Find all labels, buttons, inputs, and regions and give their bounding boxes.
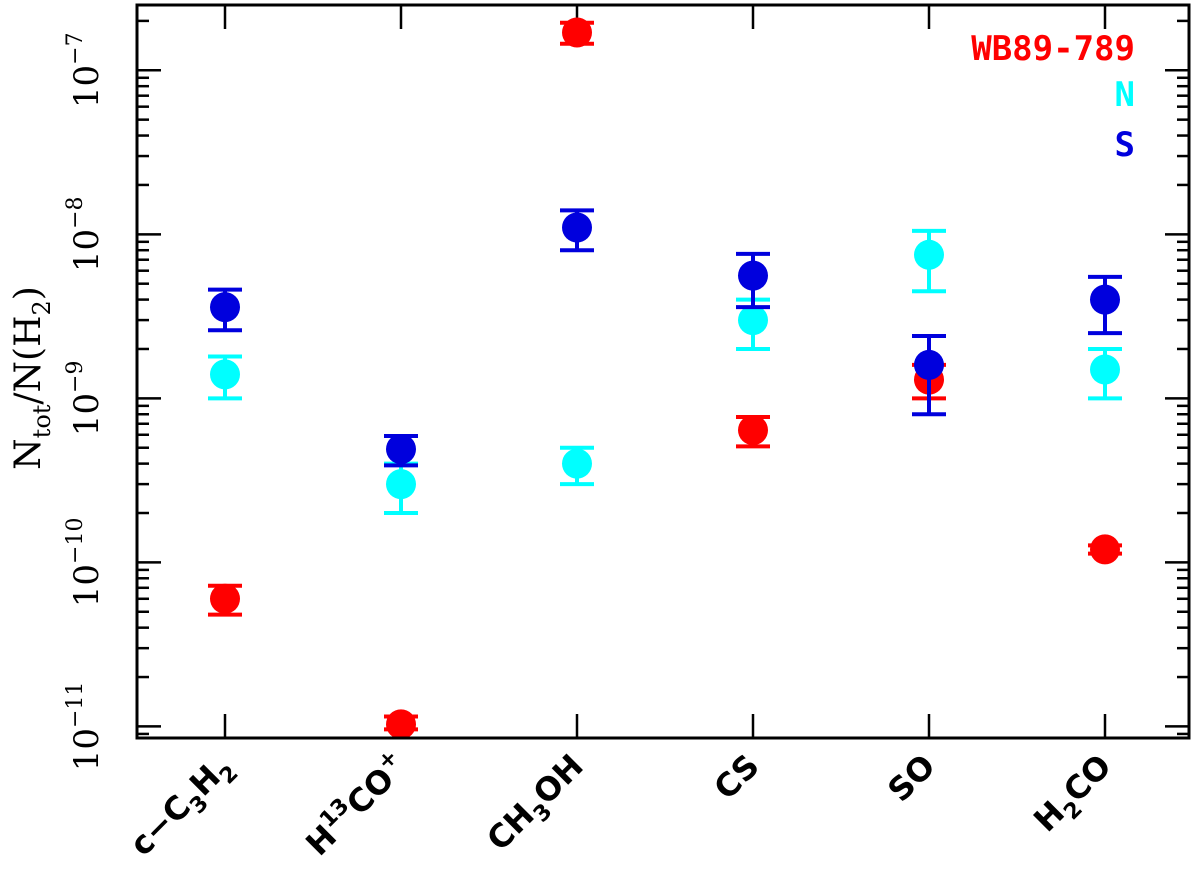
data-point xyxy=(386,709,416,740)
data-point xyxy=(210,292,240,323)
data-point-group xyxy=(1088,534,1122,565)
data-point xyxy=(914,349,944,380)
x-category-label: c−C3H2 xyxy=(122,747,243,868)
data-point xyxy=(738,260,768,291)
data-point xyxy=(210,359,240,390)
data-point-group xyxy=(912,333,946,417)
data-marks xyxy=(208,17,1122,740)
data-point-group xyxy=(560,445,594,487)
data-point-group xyxy=(384,709,418,740)
data-point xyxy=(738,415,768,446)
y-tick-labels: 10−11 10−10 10−9 10−8 10−7 xyxy=(63,32,107,771)
data-point-group xyxy=(912,228,946,294)
data-point xyxy=(738,305,768,336)
data-point-group xyxy=(736,251,770,310)
data-point xyxy=(386,469,416,500)
data-point xyxy=(562,17,592,48)
data-point xyxy=(386,434,416,465)
data-point-group xyxy=(1088,274,1122,336)
data-point-group xyxy=(384,433,418,468)
data-point-group xyxy=(560,208,594,253)
y-tick-label: 10−7 xyxy=(63,32,107,108)
y-axis-title: Ntot/N(H2) xyxy=(8,286,56,470)
x-category-label: H13CO+ xyxy=(296,745,414,863)
data-point xyxy=(914,239,944,270)
data-point xyxy=(562,212,592,243)
legend-entry: N xyxy=(1115,75,1135,115)
data-point xyxy=(562,448,592,479)
x-category-label: SO xyxy=(880,747,942,809)
data-point-group xyxy=(560,17,594,48)
legend-entry: S xyxy=(1115,125,1135,165)
y-tick-label: 10−8 xyxy=(63,196,107,272)
data-point-group xyxy=(1088,346,1122,401)
axis-ticks xyxy=(137,5,1189,738)
y-tick-label: 10−9 xyxy=(63,360,107,436)
x-category-label: CH3OH xyxy=(479,747,595,863)
data-point xyxy=(1090,354,1120,385)
data-point xyxy=(1090,534,1120,565)
data-point-group xyxy=(384,461,418,516)
legend: WB89-789 NS xyxy=(971,29,1135,165)
data-point-group xyxy=(208,287,242,333)
data-point xyxy=(210,583,240,614)
data-point-group xyxy=(736,414,770,449)
x-category-labels: c−C3H2 H13CO+ CH3OH CS SO H2CO xyxy=(122,745,1123,868)
y-tick-label: 10−10 xyxy=(63,518,107,608)
legend-entry: WB89-789 xyxy=(971,29,1135,69)
plot-frame xyxy=(135,3,1191,740)
data-point-group xyxy=(208,583,242,617)
x-category-label: H2CO xyxy=(1026,747,1123,844)
data-point xyxy=(1090,284,1120,315)
data-point-group xyxy=(208,354,242,401)
y-tick-label: 10−11 xyxy=(63,682,107,772)
x-category-label: CS xyxy=(706,747,766,807)
